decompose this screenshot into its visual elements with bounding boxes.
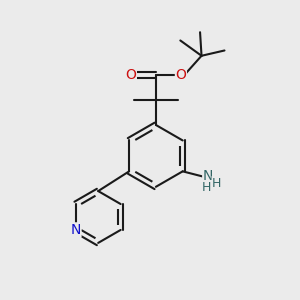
Text: H: H (212, 177, 221, 190)
Text: N: N (70, 223, 81, 237)
Text: O: O (125, 68, 136, 82)
Text: H: H (202, 181, 211, 194)
Text: O: O (176, 68, 186, 82)
Text: N: N (203, 169, 213, 183)
